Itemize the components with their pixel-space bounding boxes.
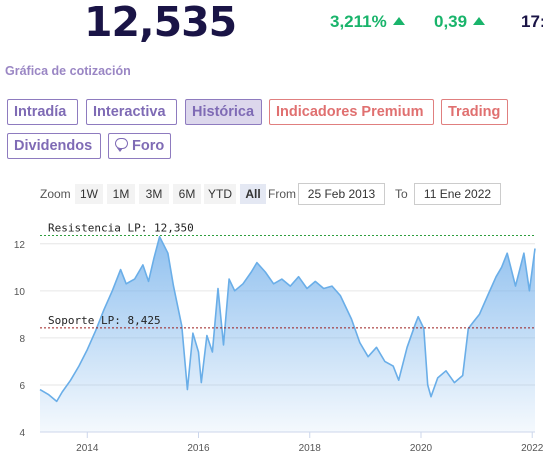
stock-price: 12,535: [84, 0, 237, 46]
tab-interactiva[interactable]: Interactiva: [86, 99, 177, 125]
axis-layer: 4 6 8 10 12 2014 2016 2018 2020 2022: [14, 240, 543, 454]
y-tick-label: 4: [19, 428, 25, 439]
zoom-all-button[interactable]: All: [240, 184, 266, 204]
x-tick-label: 2016: [187, 443, 210, 454]
reference-lines: Resistencia LP: 12,350 Soporte LP: 8,425: [40, 222, 535, 329]
x-tick-label: 2020: [410, 443, 433, 454]
zoom-1m-button[interactable]: 1M: [107, 184, 135, 204]
change-percent: 3,211%: [330, 12, 405, 32]
zoom-3m-button[interactable]: 3M: [139, 184, 169, 204]
y-tick-label: 6: [19, 381, 25, 392]
arrow-up-icon: [392, 17, 405, 25]
x-tick-label: 2018: [299, 443, 322, 454]
change-absolute-value: 0,39: [434, 12, 468, 31]
tab-intradia[interactable]: Intradía: [7, 99, 78, 125]
time-label: 17:: [521, 12, 543, 31]
arrow-up-icon: [473, 17, 486, 25]
zoom-6m-button[interactable]: 6M: [173, 184, 201, 204]
zoom-1w-button[interactable]: 1W: [75, 184, 103, 204]
tab-historica[interactable]: Histórica: [185, 99, 262, 125]
section-title: Gráfica de cotización: [5, 64, 131, 78]
price-area: [40, 236, 535, 432]
change-absolute: 0,39: [434, 12, 486, 32]
to-date-input[interactable]: 11 Ene 2022: [414, 183, 501, 205]
resistance-label: Resistencia LP: 12,350: [48, 222, 194, 235]
tab-dividendos[interactable]: Dividendos: [7, 133, 101, 159]
x-tick-label: 2022: [521, 443, 543, 454]
tab-foro-label: Foro: [132, 138, 165, 154]
tab-indicadores-premium[interactable]: Indicadores Premium: [269, 99, 434, 125]
tab-foro[interactable]: Foro: [108, 133, 171, 159]
from-date-input[interactable]: 25 Feb 2013: [298, 183, 385, 205]
from-label: From: [268, 187, 296, 201]
to-label: To: [395, 187, 408, 201]
y-tick-label: 8: [19, 334, 25, 345]
price-series-line: [39, 235, 536, 403]
area-layer: [39, 235, 536, 432]
y-tick-label: 10: [14, 287, 26, 298]
support-label: Soporte LP: 8,425: [48, 314, 161, 327]
zoom-label: Zoom: [40, 187, 71, 201]
comment-icon: [115, 138, 128, 152]
y-tick-label: 12: [14, 240, 26, 251]
zoom-ytd-button[interactable]: YTD: [204, 184, 236, 204]
change-percent-value: 3,211%: [330, 12, 387, 31]
tab-trading[interactable]: Trading: [441, 99, 508, 125]
x-tick-label: 2014: [76, 443, 99, 454]
